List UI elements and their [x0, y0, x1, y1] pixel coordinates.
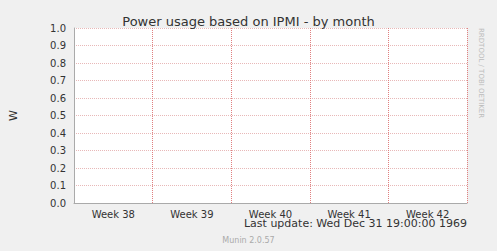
svg-text:0.4: 0.4 — [50, 128, 66, 139]
svg-text:0.9: 0.9 — [50, 40, 66, 51]
svg-text:RRDTOOL / TOBI OETIKER: RRDTOOL / TOBI OETIKER — [477, 28, 485, 118]
svg-text:0.2: 0.2 — [50, 163, 66, 174]
svg-text:Power usage based on IPMI - by: Power usage based on IPMI - by month — [122, 14, 374, 29]
svg-text:Week 39: Week 39 — [170, 209, 213, 220]
svg-text:Week 38: Week 38 — [92, 209, 135, 220]
svg-text:0.3: 0.3 — [50, 145, 66, 156]
svg-text:0.5: 0.5 — [50, 110, 66, 121]
svg-text:Last update: Wed Dec 31 19:00:: Last update: Wed Dec 31 19:00:00 1969 — [244, 217, 467, 230]
svg-text:Week 41: Week 41 — [327, 209, 370, 220]
svg-text:Week 40: Week 40 — [249, 209, 292, 220]
svg-text:0.0: 0.0 — [50, 198, 66, 209]
svg-text:1.0: 1.0 — [50, 23, 66, 34]
svg-text:Munin 2.0.57: Munin 2.0.57 — [222, 236, 274, 245]
svg-text:0.6: 0.6 — [50, 93, 66, 104]
svg-text:0.1: 0.1 — [50, 180, 66, 191]
svg-text:0.8: 0.8 — [50, 58, 66, 69]
svg-text:0.7: 0.7 — [50, 75, 66, 86]
svg-text:W: W — [7, 110, 20, 121]
svg-text:Week 42: Week 42 — [406, 209, 449, 220]
